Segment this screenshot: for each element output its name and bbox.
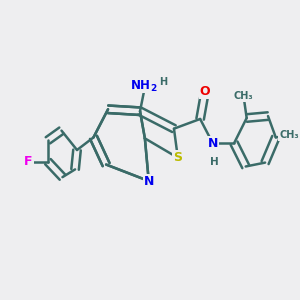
Text: CH₃: CH₃ xyxy=(234,91,254,101)
Text: O: O xyxy=(200,85,210,98)
Text: H: H xyxy=(159,77,167,87)
Text: NH: NH xyxy=(130,79,151,92)
Text: N: N xyxy=(144,175,154,188)
Text: CH₃: CH₃ xyxy=(279,130,299,140)
Text: N: N xyxy=(208,137,218,150)
Text: H: H xyxy=(210,157,219,166)
Text: 2: 2 xyxy=(150,84,156,93)
Text: F: F xyxy=(24,155,33,168)
Text: S: S xyxy=(173,151,182,164)
